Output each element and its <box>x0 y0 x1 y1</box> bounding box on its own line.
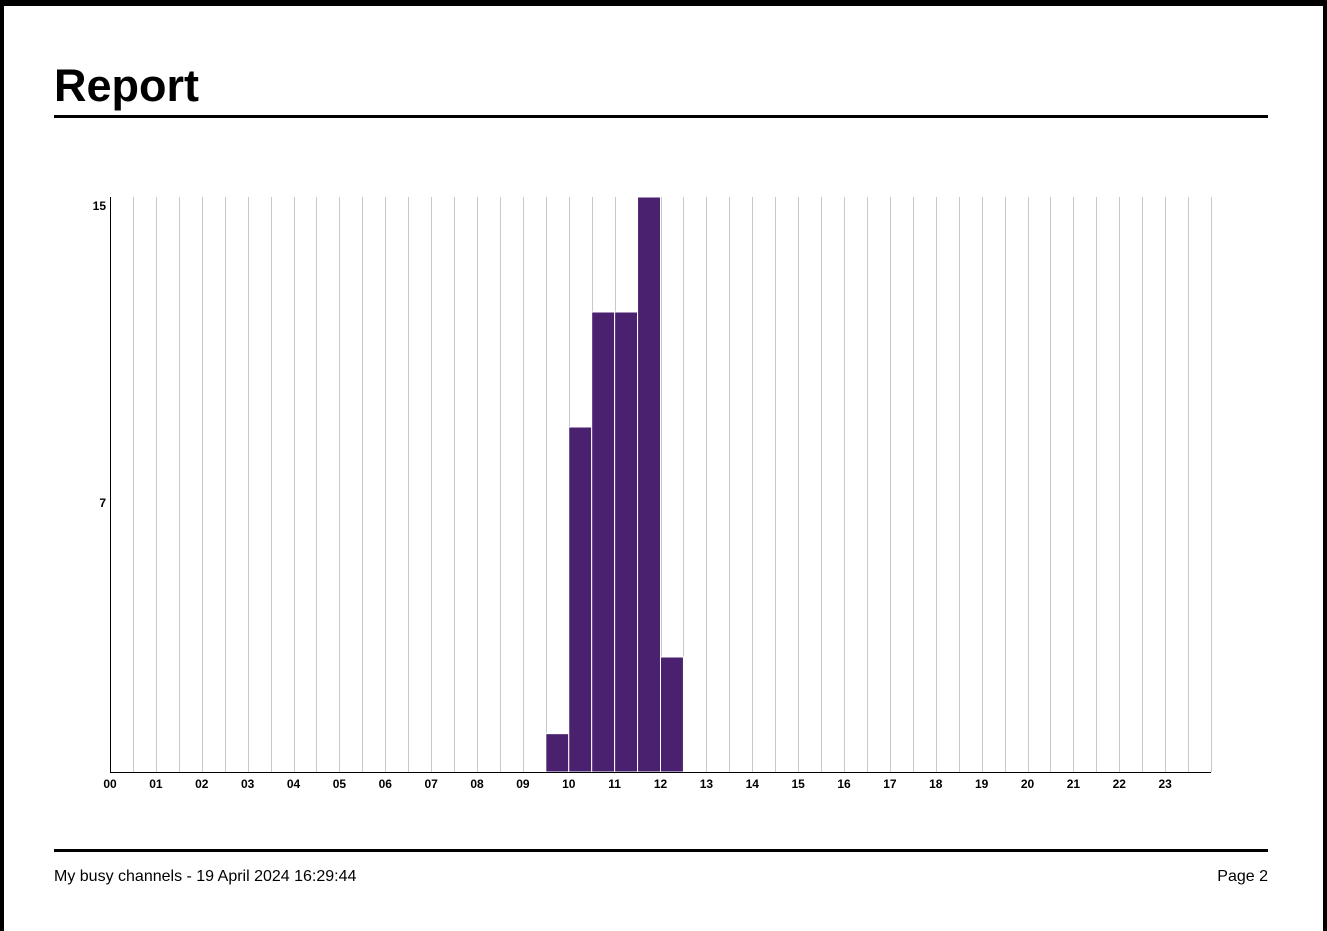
x-tick-label: 11 <box>608 777 621 791</box>
chart-tick-labels: 7 15 00 01 02 03 04 05 06 07 08 09 10 11 12 13 14 15 16 17 1… <box>93 199 1172 791</box>
report-title: Report <box>54 60 199 111</box>
x-tick-label: 18 <box>929 777 943 791</box>
bar-11.5 <box>637 196 661 773</box>
bar-12 <box>660 656 684 773</box>
x-tick-label: 14 <box>746 777 760 791</box>
x-tick-label: 15 <box>791 777 805 791</box>
x-tick-label: 16 <box>837 777 851 791</box>
x-tick-label: 20 <box>1021 777 1035 791</box>
chart-axes <box>110 197 1211 773</box>
x-tick-label: 22 <box>1113 777 1127 791</box>
x-tick-label: 23 <box>1158 777 1172 791</box>
x-tick-label: 04 <box>287 777 301 791</box>
x-tick-label: 02 <box>195 777 209 791</box>
x-tick-label: 13 <box>700 777 714 791</box>
footer-divider <box>54 849 1268 852</box>
x-tick-label: 19 <box>975 777 989 791</box>
x-tick-label: 21 <box>1067 777 1081 791</box>
bar-10 <box>568 426 593 773</box>
x-tick-label: 01 <box>149 777 163 791</box>
y-tick-label: 15 <box>93 199 107 213</box>
x-tick-label: 06 <box>379 777 393 791</box>
x-tick-label: 09 <box>516 777 530 791</box>
x-tick-label: 10 <box>562 777 576 791</box>
footer-report-info: My busy channels - 19 April 2024 16:29:4… <box>54 868 357 885</box>
y-tick-label: 7 <box>99 496 106 510</box>
page-number: Page 2 <box>1217 868 1268 885</box>
x-tick-label: 08 <box>470 777 484 791</box>
x-tick-label: 00 <box>103 777 117 791</box>
chart-gridlines <box>133 197 1212 772</box>
x-tick-label: 05 <box>333 777 347 791</box>
bar-10.5 <box>591 311 616 773</box>
x-tick-label: 03 <box>241 777 255 791</box>
bar-11 <box>614 311 639 773</box>
x-tick-label: 07 <box>424 777 438 791</box>
x-tick-label: 12 <box>654 777 668 791</box>
bar-9.5 <box>545 733 570 773</box>
chart-bars <box>545 196 684 773</box>
x-tick-label: 17 <box>883 777 897 791</box>
title-divider <box>54 115 1268 118</box>
